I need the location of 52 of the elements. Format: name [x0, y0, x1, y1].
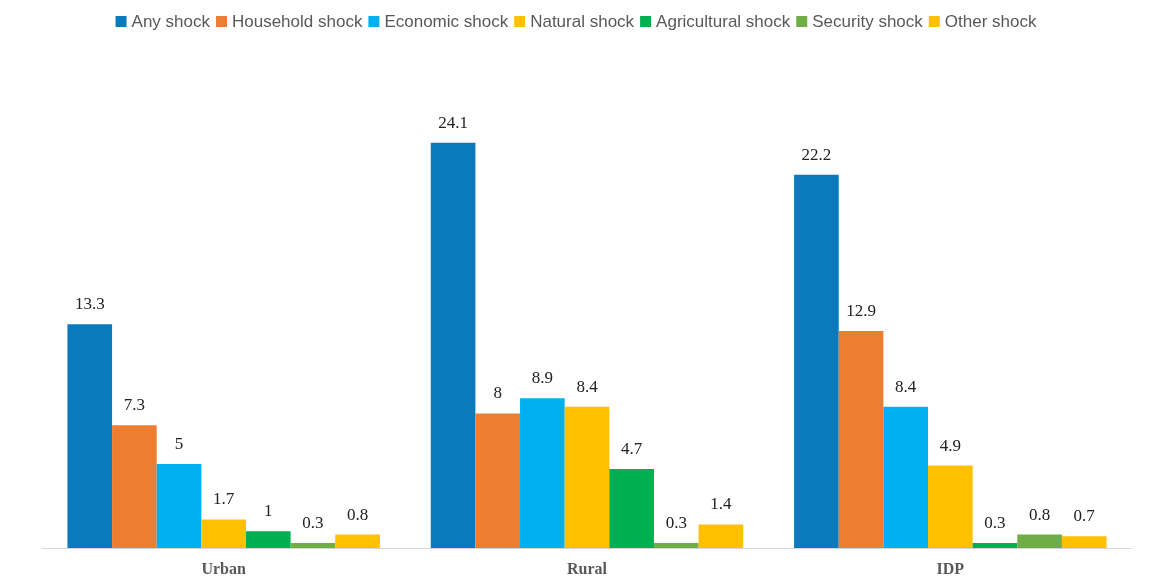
bar	[156, 463, 202, 548]
bar	[972, 542, 1018, 548]
legend-label: Agricultural shock	[656, 12, 791, 31]
data-label: 7.3	[123, 395, 146, 415]
bar	[430, 142, 476, 548]
bar	[475, 413, 521, 548]
data-label: 4.9	[939, 435, 961, 455]
bar	[67, 324, 113, 548]
bar	[653, 542, 699, 548]
bar	[1017, 534, 1062, 548]
bar	[245, 531, 291, 548]
legend-label: Household shock	[231, 12, 363, 31]
bar	[928, 465, 973, 548]
bar	[520, 398, 565, 548]
data-label: 22.2	[801, 144, 832, 164]
bar	[883, 406, 929, 548]
data-label: 24.1	[438, 112, 468, 132]
bar	[794, 174, 839, 548]
legend-label: Other shock	[944, 12, 1037, 31]
x-tick-label: IDP	[936, 559, 965, 577]
x-tick-label: Rural	[567, 559, 608, 577]
bar	[335, 534, 380, 548]
bar	[838, 331, 884, 548]
bar	[201, 519, 246, 548]
x-tick-label: Urban	[201, 559, 246, 577]
data-label: 12.9	[846, 301, 876, 321]
data-label: 8.4	[895, 376, 917, 396]
data-label: 8.9	[531, 368, 553, 388]
data-label: 0.3	[984, 512, 1006, 532]
data-label: 1.4	[710, 494, 733, 514]
data-label: 13.3	[74, 294, 105, 314]
bar	[290, 542, 336, 548]
bar	[112, 425, 157, 548]
bar	[564, 406, 610, 548]
legend-label: Economic shock	[384, 12, 509, 31]
data-label: 1	[264, 501, 273, 521]
data-label: 4.7	[621, 438, 643, 458]
data-label: 5	[174, 433, 184, 453]
data-label: 0.8	[346, 504, 369, 524]
data-label: 0.3	[665, 512, 687, 532]
data-label: 0.7	[1073, 506, 1096, 526]
data-label: 8	[493, 383, 502, 403]
legend-label: Security shock	[812, 12, 924, 31]
bar	[609, 468, 654, 548]
data-label: 1.7	[213, 489, 235, 509]
bar	[698, 524, 744, 548]
data-label: 0.8	[1028, 504, 1051, 524]
data-label: 8.4	[576, 376, 599, 396]
legend-label: Natural shock	[530, 12, 635, 31]
legend-label: Any shock	[131, 12, 211, 31]
data-label: 0.3	[302, 512, 324, 532]
bar	[1061, 536, 1107, 548]
